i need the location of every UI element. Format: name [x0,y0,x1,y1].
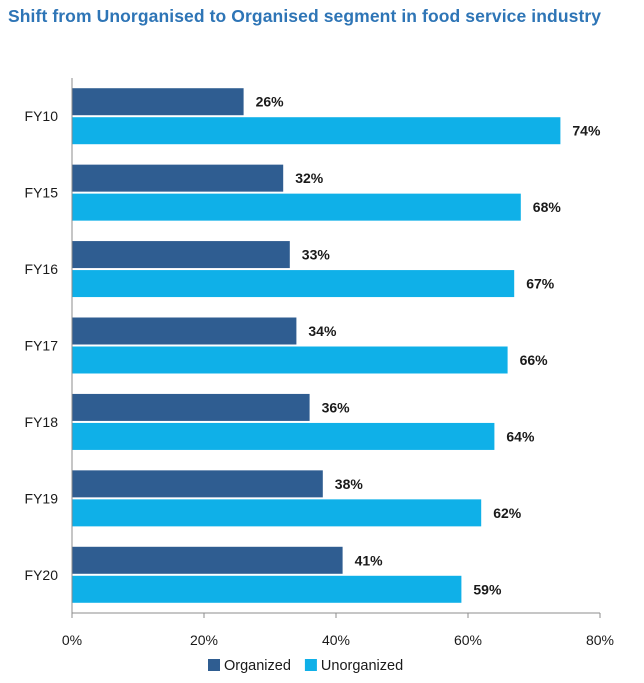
bar-organized-fy17 [72,317,297,345]
bar-organized-fy18 [72,393,310,421]
category-label-fy15: FY15 [25,185,59,201]
bar-organized-fy15 [72,164,284,192]
data-label-organized-fy17: 34% [308,323,337,339]
bars-group: 26% 74% 32% 68% 33% 67% 34% 66% 36% 64% 38% 62% 41% 5… [72,88,601,603]
chart-title: Shift from Unorganised to Organised segm… [8,6,602,26]
data-label-unorganized-fy17: 66% [520,352,549,368]
bar-unorganized-fy17 [72,346,508,374]
category-labels-group: FY10 FY15 FY16 FY17 FY18 FY19 FY20 [25,108,59,583]
category-label-fy17: FY17 [25,338,59,354]
bar-unorganized-fy20 [72,575,462,603]
data-label-organized-fy16: 33% [302,247,331,263]
legend: Organized Unorganized [208,658,403,674]
data-label-organized-fy19: 38% [335,476,364,492]
bar-organized-fy20 [72,546,343,574]
data-label-unorganized-fy20: 59% [473,581,502,597]
legend-swatch-organized [208,659,220,671]
bar-unorganized-fy18 [72,422,495,450]
data-label-unorganized-fy19: 62% [493,505,522,521]
bar-unorganized-fy16 [72,270,515,298]
x-tick-label-60: 60% [454,632,482,648]
x-tick-label-0: 0% [62,632,82,648]
data-label-unorganized-fy16: 67% [526,276,555,292]
category-label-fy16: FY16 [25,261,59,277]
bar-unorganized-fy19 [72,499,482,527]
category-label-fy10: FY10 [25,108,59,124]
data-label-organized-fy10: 26% [256,94,285,110]
category-label-fy19: FY19 [25,490,59,506]
bar-unorganized-fy15 [72,193,521,221]
x-tick-label-20: 20% [190,632,218,648]
legend-label-unorganized: Unorganized [321,658,403,674]
category-label-fy20: FY20 [25,567,59,583]
bar-organized-fy16 [72,241,290,269]
bar-unorganized-fy10 [72,117,561,145]
category-label-fy18: FY18 [25,414,59,430]
bar-organized-fy19 [72,470,323,498]
data-label-organized-fy20: 41% [355,552,384,568]
legend-label-organized: Organized [224,658,291,674]
legend-swatch-unorganized [304,659,317,671]
data-label-unorganized-fy10: 74% [572,123,601,139]
x-tick-label-40: 40% [322,632,350,648]
data-label-unorganized-fy18: 64% [506,428,535,444]
data-label-unorganized-fy15: 68% [533,199,562,215]
data-label-organized-fy15: 32% [295,170,324,186]
x-tick-label-80: 80% [586,632,614,648]
bar-organized-fy10 [72,88,244,116]
x-ticks-group: 0% 20% 40% 60% 80% [62,613,614,648]
data-label-organized-fy18: 36% [322,399,351,415]
